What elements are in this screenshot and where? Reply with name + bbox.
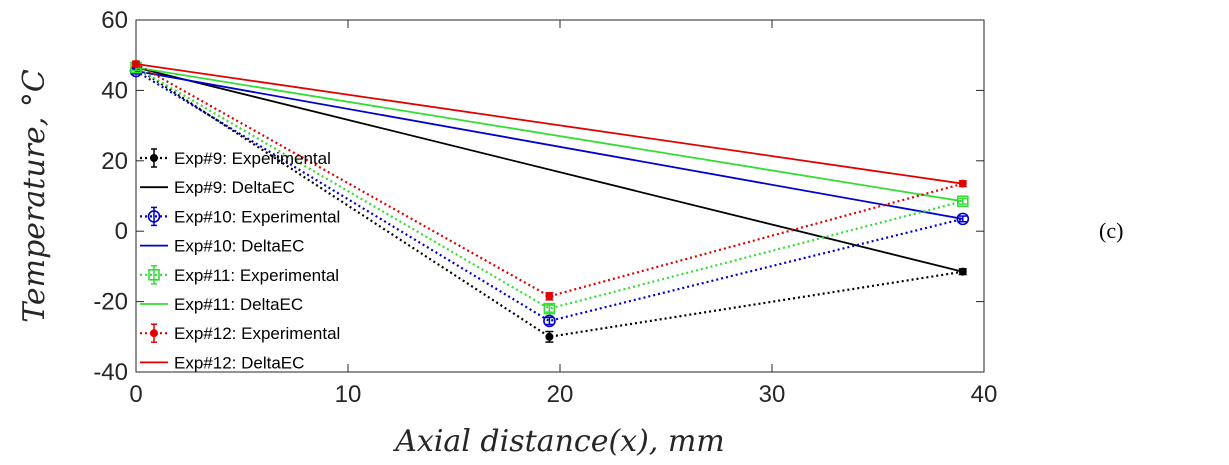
legend-label: Exp#10: Experimental [174,207,340,226]
plot-area [135,19,985,373]
x-tick-label: 20 [547,381,574,408]
legend-item: Exp#10: DeltaEC [140,237,304,256]
legend-label: Exp#9: DeltaEC [174,178,295,197]
data-point-marker [545,292,554,301]
legend-item: Exp#9: Experimental [140,148,331,168]
y-axis: -40 -20 0 20 40 60 [93,7,984,386]
data-point-marker [150,154,158,162]
data-point-marker [956,212,970,226]
legend-label: Exp#12: DeltaEC [174,353,304,372]
legend-label: Exp#12: Experimental [174,324,340,343]
x-tick-label: 0 [129,381,142,408]
legend: Exp#9: Experimental Exp#9: DeltaEC Exp#10:… [140,148,340,372]
x-axis-title: Axial distance(x), mm [392,424,725,459]
data-point-marker [543,314,556,328]
legend-item: Exp#10: Experimental [140,206,340,226]
series-line [135,63,963,185]
data-point-marker [147,210,161,223]
y-tick-label: 20 [101,148,128,175]
series-exp-10-deltaec [135,70,963,220]
legend-item: Exp#12: Experimental [140,323,340,343]
data-point-marker [543,302,556,315]
legend-label: Exp#11: DeltaEC [174,295,303,314]
x-axis: 0 10 20 30 40 [129,20,997,408]
series-exp-9-deltaec [135,66,964,273]
series-line [135,70,963,220]
x-tick-label: 40 [971,381,998,408]
data-point-marker [148,268,160,281]
series-exp-12-deltaec [135,63,963,185]
y-tick-label: 0 [115,218,128,245]
y-tick-label: -20 [93,289,128,316]
data-point-marker [545,332,554,341]
legend-item: Exp#9: DeltaEC [140,178,295,197]
legend-item: Exp#11: Experimental [140,265,339,285]
series-line [135,70,964,323]
legend-label: Exp#9: Experimental [174,149,331,168]
y-tick-label: 40 [101,77,128,104]
y-tick-label: 60 [101,7,128,34]
series-layer [129,60,970,343]
y-axis-title: Temperature, °C [17,69,52,323]
legend-label: Exp#10: DeltaEC [174,237,304,256]
legend-item: Exp#12: DeltaEC [140,353,304,372]
x-tick-label: 30 [759,381,786,408]
series-line [135,66,963,203]
series-line [135,66,964,273]
series-exp-11-deltaec [135,66,963,203]
data-point-marker [150,329,158,338]
legend-item: Exp#11: DeltaEC [140,295,303,314]
y-tick-label: -40 [93,359,128,386]
panel-label: (c) [1099,218,1124,243]
legend-label: Exp#11: Experimental [174,266,339,285]
x-tick-label: 10 [335,381,362,408]
